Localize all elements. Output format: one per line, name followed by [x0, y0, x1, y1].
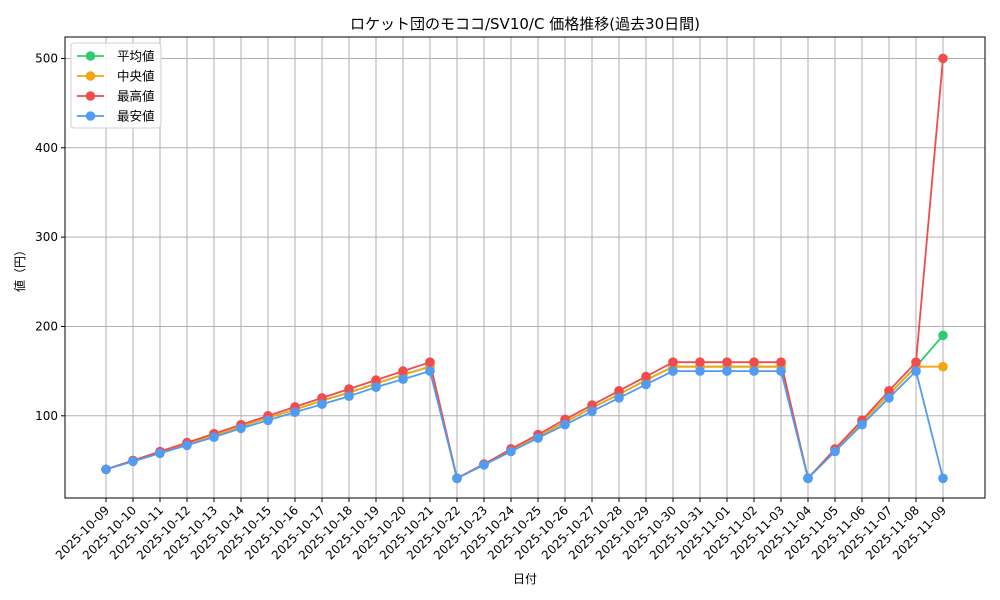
data-point-marker	[560, 419, 570, 430]
y-tick-label: 100	[35, 409, 58, 423]
data-point-marker	[884, 393, 894, 403]
chart-title: ロケット団のモココ/SV10/C 価格推移(過去30日間)	[350, 15, 700, 33]
data-point-marker	[344, 384, 354, 394]
legend-label: 平均値	[117, 49, 155, 64]
data-point-marker	[641, 379, 651, 390]
data-point-marker	[479, 460, 489, 470]
data-point-marker	[425, 366, 435, 376]
legend-label: 最高値	[117, 89, 155, 104]
data-point-marker	[425, 357, 435, 368]
series-平均値	[101, 330, 948, 484]
data-point-marker	[938, 330, 948, 341]
data-point-marker	[452, 473, 462, 484]
data-point-marker	[695, 366, 705, 376]
y-axis: 100 200 300 400 500	[35, 51, 65, 423]
grid-lines	[65, 37, 985, 498]
data-point-marker	[290, 407, 300, 418]
x-axis: 2025-10-092025-10-102025-10-112025-10-12…	[53, 498, 949, 562]
data-point-marker	[398, 374, 408, 385]
legend-marker-icon	[85, 71, 96, 81]
legend-item: 平均値	[77, 49, 155, 64]
data-point-marker	[263, 415, 273, 426]
data-point-marker	[749, 357, 759, 368]
data-point-marker	[506, 446, 516, 457]
data-point-marker	[209, 432, 219, 443]
legend-item: 最安値	[77, 109, 155, 124]
series-line	[105, 365, 943, 480]
y-tick-label: 500	[35, 51, 58, 65]
data-point-marker	[938, 473, 948, 484]
legend-item: 最高値	[77, 89, 155, 104]
data-point-marker	[614, 386, 624, 396]
series-最高値	[101, 53, 948, 484]
data-point-marker	[803, 473, 813, 484]
data-point-marker	[371, 382, 381, 393]
legend-box	[70, 42, 162, 129]
data-point-marker	[155, 448, 165, 459]
data-point-marker	[641, 371, 651, 382]
data-point-marker	[182, 440, 192, 451]
data-point-marker	[938, 361, 948, 372]
data-series	[101, 53, 948, 484]
data-point-marker	[317, 399, 327, 410]
data-point-marker	[911, 366, 921, 376]
data-point-marker	[722, 366, 732, 376]
series-line	[105, 370, 944, 480]
data-point-marker	[128, 456, 138, 467]
legend-label: 中央値	[117, 69, 155, 84]
data-point-marker	[776, 357, 786, 368]
legend-marker-icon	[85, 51, 96, 61]
data-point-marker	[776, 366, 786, 376]
data-point-marker	[371, 375, 381, 385]
data-point-marker	[398, 366, 408, 376]
data-point-marker	[533, 433, 543, 443]
y-tick-label: 200	[35, 319, 58, 333]
data-point-marker	[101, 464, 111, 475]
data-point-marker	[668, 357, 678, 368]
data-point-marker	[236, 423, 246, 434]
data-point-marker	[749, 366, 759, 376]
y-axis-label: 値（円）	[12, 244, 27, 292]
data-point-marker	[668, 366, 678, 376]
series-最安値	[101, 366, 948, 484]
data-point-marker	[722, 357, 732, 368]
x-axis-label: 日付	[513, 572, 537, 586]
y-tick-label: 400	[35, 141, 58, 155]
data-point-marker	[830, 446, 840, 457]
data-point-marker	[938, 53, 948, 64]
data-point-marker	[695, 357, 705, 368]
legend-marker-icon	[85, 91, 96, 101]
plot-area-frame	[64, 36, 986, 499]
y-tick-label: 300	[35, 230, 58, 244]
legend-label: 最安値	[117, 109, 155, 124]
data-point-marker	[344, 391, 354, 402]
legend-item: 中央値	[77, 69, 155, 84]
series-line	[105, 334, 944, 480]
data-point-marker	[857, 419, 867, 430]
data-point-marker	[911, 357, 921, 368]
legend-marker-icon	[85, 111, 96, 121]
data-point-marker	[884, 386, 894, 396]
data-point-marker	[587, 406, 597, 417]
data-point-marker	[614, 393, 624, 403]
